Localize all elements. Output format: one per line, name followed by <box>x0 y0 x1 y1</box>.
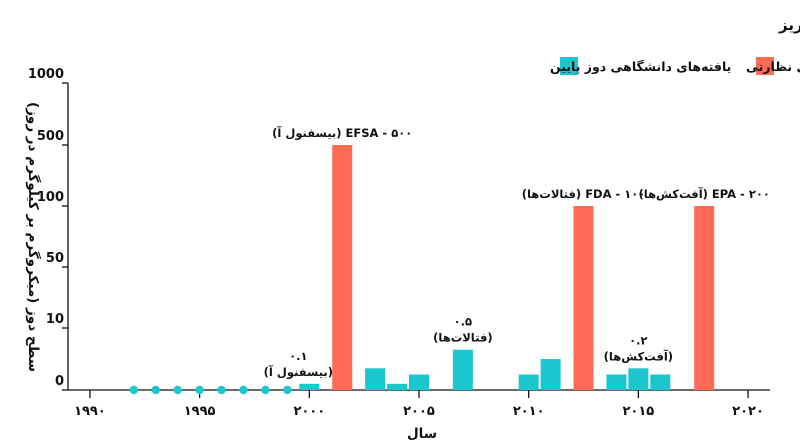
bar-academic <box>628 368 649 390</box>
x-tick-label: ۲۰۱۵ <box>623 404 655 419</box>
bar-academic <box>299 383 320 390</box>
y-tick-label: 10 <box>46 312 64 327</box>
data-dot <box>129 385 139 395</box>
annotation-label: EFSA - ۵۰۰ (بیسفنول آ) <box>272 126 412 141</box>
y-axis-label: سطح دوز (میکروگرم بر کیلوگرم در روز) <box>25 102 42 372</box>
bar-academic <box>409 374 429 390</box>
y-tick-label: 100 <box>37 190 64 205</box>
annotation-label: ۰.۵ <box>454 315 472 329</box>
bar-academic <box>518 374 539 390</box>
dots <box>129 385 292 395</box>
legend-swatch-academic <box>560 57 578 75</box>
chart-title: خط زمانی آستانه‌های ایمنی نظارتی در مقاب… <box>778 16 800 35</box>
bar-academic <box>540 359 561 390</box>
annotations: EFSA - ۵۰۰ (بیسفنول آ) FDA - ۱۰۰ (فتالات‌… <box>264 126 770 380</box>
data-dot <box>173 385 182 395</box>
annotation-label: (فتالات‌ها) <box>433 331 492 345</box>
annotation-label: ۰.۲ <box>629 333 647 347</box>
y-tick-label: 1000 <box>28 67 64 82</box>
data-dot <box>151 385 160 395</box>
data-dot <box>239 385 248 395</box>
legend-swatch-regulatory <box>756 57 774 75</box>
bar-regulatory <box>573 206 594 390</box>
x-axis-label: سال <box>407 426 437 442</box>
data-dot <box>283 385 292 395</box>
bar-regulatory <box>332 145 353 390</box>
x-tick-label: ۲۰۱۰ <box>513 404 545 419</box>
x-tick-label: ۲۰۰۵ <box>403 404 435 419</box>
y-tick-label: 50 <box>46 251 64 266</box>
bar-regulatory <box>694 206 715 390</box>
bar-academic <box>452 349 473 390</box>
legend-label-academic: یافته‌های دانشگاهی دوز پایین <box>550 59 731 74</box>
bar-academic <box>650 374 671 390</box>
annotation-label: FDA - ۱۰۰ (فتالات‌ها) <box>522 187 646 201</box>
x-tick-label: ۲۰۰۰ <box>293 404 325 419</box>
bar-academic <box>606 374 627 390</box>
annotation-label: ۰.۱ <box>289 349 307 363</box>
data-dot <box>261 385 270 395</box>
annotation-label: (آفت‌کش‌ها) <box>604 349 673 363</box>
legend: آستانه‌های ایمنی نظارتی یافته‌های دانشگا… <box>550 57 800 75</box>
annotation-label: (بیسفنول آ) <box>264 365 333 380</box>
bar-academic <box>387 383 408 390</box>
bar-academic <box>365 368 386 390</box>
x-tick-label: ۲۰۲۰ <box>732 404 764 419</box>
legend-label-regulatory: آستانه‌های ایمنی نظارتی <box>746 59 800 74</box>
data-dot <box>217 385 226 395</box>
y-tick-label: 0 <box>55 374 64 389</box>
axes: 0 10 50 100 500 1000 ۱۹۹۰ ۱۹۹۵ ۲۰۰۰ ۲۰۰۵ ۲۰۱۰ ۲۰۱۵ ۲… <box>28 67 770 419</box>
bars <box>299 145 715 390</box>
x-tick-label: ۱۹۹۰ <box>74 404 106 419</box>
data-dot <box>195 385 204 395</box>
y-tick-label: 500 <box>37 129 64 144</box>
x-tick-label: ۱۹۹۵ <box>184 404 216 419</box>
annotation-label: EPA - ۲۰۰ (آفت‌کش‌ها) <box>639 187 770 201</box>
